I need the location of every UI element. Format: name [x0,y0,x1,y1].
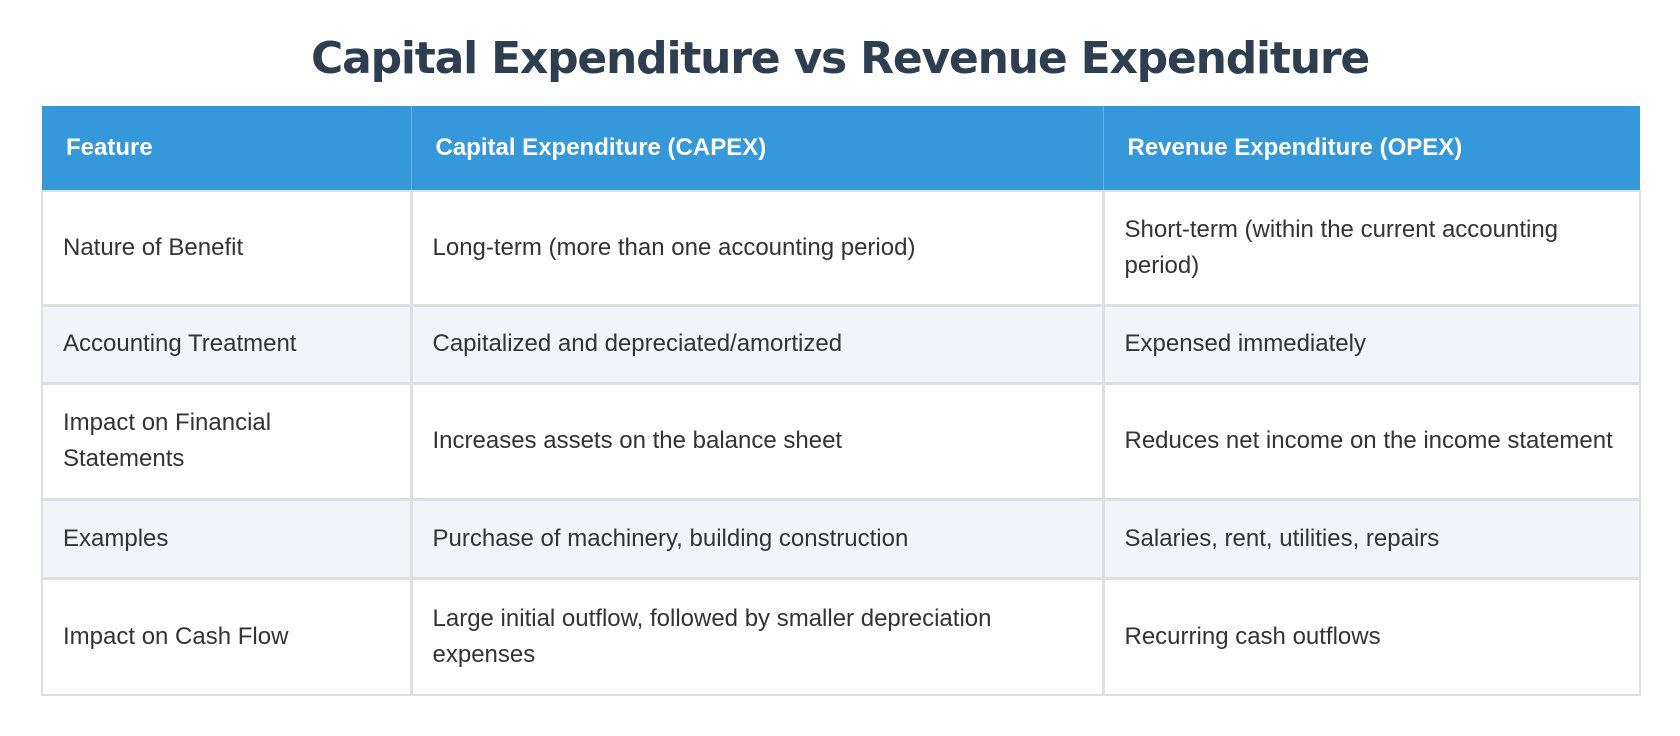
capex-cell: Increases assets on the balance sheet [409,381,1105,501]
capex-cell: Long-term (more than one accounting peri… [409,190,1105,307]
table-row: Impact on Cash Flow Large initial outflo… [41,576,1641,696]
table-row: Accounting Treatment Capitalized and dep… [41,303,1641,385]
page-title: Capital Expenditure vs Revenue Expenditu… [310,33,1370,84]
header-row: Feature Capital Expenditure (CAPEX) Reve… [42,106,1640,192]
opex-cell: Salaries, rent, utilities, repairs [1101,497,1641,580]
table-row: Nature of Benefit Long-term (more than o… [41,190,1641,307]
opex-cell: Expensed immediately [1101,303,1641,385]
table-body: Nature of Benefit Long-term (more than o… [41,190,1641,696]
capex-cell: Purchase of machinery, building construc… [409,497,1105,580]
column-header-capex: Capital Expenditure (CAPEX) [411,106,1104,192]
feature-cell: Impact on Cash Flow [41,576,413,696]
opex-cell: Reduces net income on the income stateme… [1101,381,1641,501]
capex-cell: Capitalized and depreciated/amortized [409,303,1105,385]
column-header-feature: Feature [42,106,412,192]
column-header-opex: Revenue Expenditure (OPEX) [1103,106,1640,192]
feature-cell: Examples [41,497,413,580]
comparison-table-container: Feature Capital Expenditure (CAPEX) Reve… [41,106,1641,696]
opex-cell: Recurring cash outflows [1101,576,1641,696]
opex-cell: Short-term (within the current accountin… [1101,190,1641,307]
feature-cell: Nature of Benefit [41,190,413,307]
table-header: Feature Capital Expenditure (CAPEX) Reve… [42,106,1640,192]
comparison-table: Feature Capital Expenditure (CAPEX) Reve… [41,106,1641,696]
table-row: Examples Purchase of machinery, building… [41,497,1641,580]
feature-cell: Impact on Financial Statements [41,381,413,501]
table-row: Impact on Financial Statements Increases… [41,381,1641,501]
capex-cell: Large initial outflow, followed by small… [409,576,1105,696]
feature-cell: Accounting Treatment [41,303,413,385]
